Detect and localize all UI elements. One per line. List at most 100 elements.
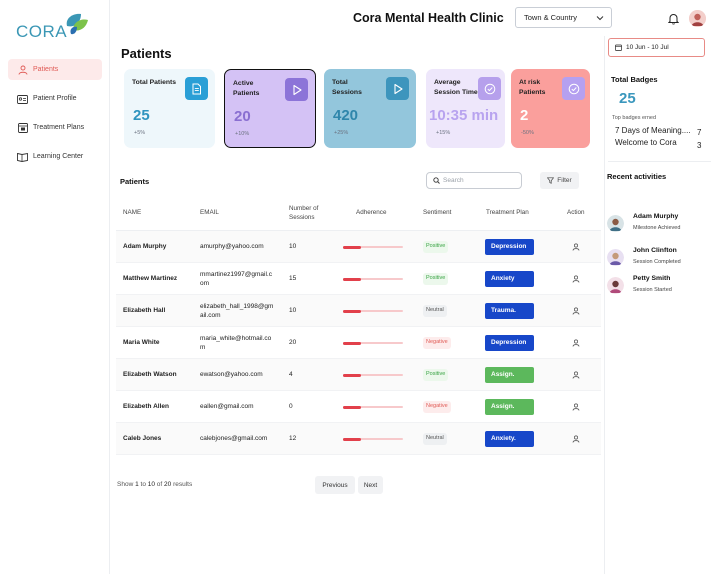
avatar <box>607 215 624 232</box>
logo-text: CORA <box>16 22 68 41</box>
stat-card-active-patients[interactable]: Active Patients 20 +10% <box>224 69 316 148</box>
user-action-icon[interactable] <box>572 307 580 315</box>
total-results: 20 <box>164 481 172 488</box>
stat-card-at-risk-patients[interactable]: At risk Patients 2 -50% <box>511 69 590 148</box>
table-body: Adam Murphy amurphy@yahoo.com 10 Positiv… <box>116 231 601 455</box>
user-action-icon[interactable] <box>572 243 580 251</box>
treatment-plan-button[interactable]: Anxiety. <box>485 431 534 447</box>
patient-name[interactable]: Elizabeth Allen <box>123 403 169 411</box>
action-cell <box>572 263 580 295</box>
badges-count: 25 <box>619 90 636 107</box>
previous-button[interactable]: Previous <box>315 476 355 494</box>
adherence-track <box>343 341 403 345</box>
date-range-value: 10 Jun - 10 Jul <box>626 44 669 51</box>
user-action-icon[interactable] <box>572 371 580 379</box>
sentiment-cell: Positive <box>423 359 449 391</box>
patient-name[interactable]: Matthew Martinez <box>123 275 178 283</box>
search-icon <box>433 177 440 184</box>
region-select[interactable]: Town & Country <box>515 7 612 28</box>
treatment-plan-button[interactable]: Assign. <box>485 399 534 415</box>
sentiment-cell: Positive <box>423 231 449 263</box>
treatment-plan-button[interactable]: Anxiety <box>485 271 534 287</box>
adherence-bar <box>343 391 403 423</box>
search-input[interactable]: Search <box>426 172 522 189</box>
sidebar-item-label: Treatment Plans <box>33 124 85 131</box>
divider <box>608 161 711 162</box>
next-button[interactable]: Next <box>358 476 383 494</box>
patient-name[interactable]: Caleb Jones <box>123 435 162 443</box>
adherence-fill <box>343 277 361 281</box>
treatment-plan-button[interactable]: Depression <box>485 239 534 255</box>
sidebar-item-learning-center[interactable]: Learning Center <box>8 146 102 167</box>
sentiment-cell: Negative <box>423 327 451 359</box>
patient-email: eallen@gmail.com <box>200 403 254 411</box>
cora-logo[interactable]: CORA <box>16 12 96 42</box>
badge-item-name: Welcome to Cora <box>615 138 677 147</box>
sidebar-item-patient-profile[interactable]: Patient Profile <box>8 88 102 109</box>
sidebar-item-treatment-plans[interactable]: Treatment Plans <box>8 117 102 138</box>
activity-name: John Clinfton <box>633 247 677 254</box>
adherence-bar <box>343 359 403 391</box>
table-row[interactable]: Elizabeth Allen eallen@gmail.com 0 Negat… <box>116 391 601 423</box>
action-cell <box>572 359 580 391</box>
patient-name[interactable]: Elizabeth Watson <box>123 371 177 379</box>
session-count: 10 <box>289 307 297 315</box>
table-row[interactable]: Caleb Jones calebjones@gmail.com 12 Neut… <box>116 423 601 455</box>
col-sentiment: Sentiment <box>423 209 452 217</box>
stat-card-total-sessions[interactable]: Total Sessions 420 +25% <box>324 69 416 148</box>
pagination-info: Show 1 to 10 of 20 results <box>117 481 192 488</box>
plan-cell: Depression <box>485 327 534 359</box>
user-action-icon[interactable] <box>572 435 580 443</box>
adherence-fill <box>343 437 361 441</box>
sentiment-cell: Negative <box>423 391 451 423</box>
user-action-icon[interactable] <box>572 275 580 283</box>
col-sessions: Number of Sessions <box>289 204 319 221</box>
adherence-bar <box>343 263 403 295</box>
stat-card-total-patients[interactable]: Total Patients 25 +5% <box>124 69 215 148</box>
activity-item[interactable]: John Clinfton Session Completed <box>607 247 717 271</box>
patient-name[interactable]: Elizabeth Hall <box>123 307 166 315</box>
table-row[interactable]: Elizabeth Watson ewatson@yahoo.com 4 Pos… <box>116 359 601 391</box>
patient-name[interactable]: Maria White <box>123 339 160 347</box>
recent-activities-title: Recent activities <box>607 172 667 181</box>
sentiment-badge: Negative <box>423 401 451 413</box>
col-email: EMAIL <box>200 209 219 217</box>
adherence-bar <box>343 295 403 327</box>
sidebar: CORA Patients Patient Profile Treatment … <box>0 0 110 574</box>
treatment-plan-button[interactable]: Assign. <box>485 367 534 383</box>
sentiment-cell: Neutral <box>423 295 447 327</box>
table-row[interactable]: Maria White maria_white@hotmail.com 20 N… <box>116 327 601 359</box>
patient-name[interactable]: Adam Murphy <box>123 243 167 251</box>
stat-change: +25% <box>334 130 349 136</box>
date-range-picker[interactable]: 10 Jun - 10 Jul <box>608 38 705 57</box>
user-action-icon[interactable] <box>572 339 580 347</box>
table-row[interactable]: Elizabeth Hall elizabeth_hall_1998@gmail… <box>116 295 601 327</box>
sidebar-item-patients[interactable]: Patients <box>8 59 102 80</box>
sidebar-item-label: Patient Profile <box>33 95 77 102</box>
bell-icon[interactable] <box>667 12 680 30</box>
document-icon <box>185 77 208 100</box>
activity-item[interactable]: Adam Murphy Milestone Achieved <box>607 213 717 237</box>
adherence-track <box>343 437 403 441</box>
patient-email: amurphy@yahoo.com <box>200 243 264 251</box>
badge-item-count: 3 <box>697 141 702 150</box>
avatar <box>607 249 624 266</box>
filter-button[interactable]: Filter <box>540 172 579 189</box>
action-cell <box>572 423 580 455</box>
treatment-plan-button[interactable]: Trauma. <box>485 303 534 319</box>
user-action-icon[interactable] <box>572 403 580 411</box>
activity-item[interactable]: Petty Smith Session Started <box>607 275 717 299</box>
treatment-plan-button[interactable]: Depression <box>485 335 534 351</box>
user-avatar[interactable] <box>689 10 706 27</box>
stat-label: Active Patients <box>233 80 260 97</box>
adherence-track <box>343 245 403 249</box>
table-row[interactable]: Matthew Martinez mmartinez1997@gmail.com… <box>116 263 601 295</box>
check-circle-icon <box>562 77 585 100</box>
activity-status: Milestone Achieved <box>633 225 681 231</box>
stat-change: -50% <box>521 130 534 136</box>
stat-card-average-session-time[interactable]: Average Session Time 10:35 min +15% <box>426 69 505 148</box>
plan-cell: Assign. <box>485 359 534 391</box>
col-action: Action <box>567 209 585 217</box>
plan-cell: Assign. <box>485 391 534 423</box>
table-row[interactable]: Adam Murphy amurphy@yahoo.com 10 Positiv… <box>116 231 601 263</box>
